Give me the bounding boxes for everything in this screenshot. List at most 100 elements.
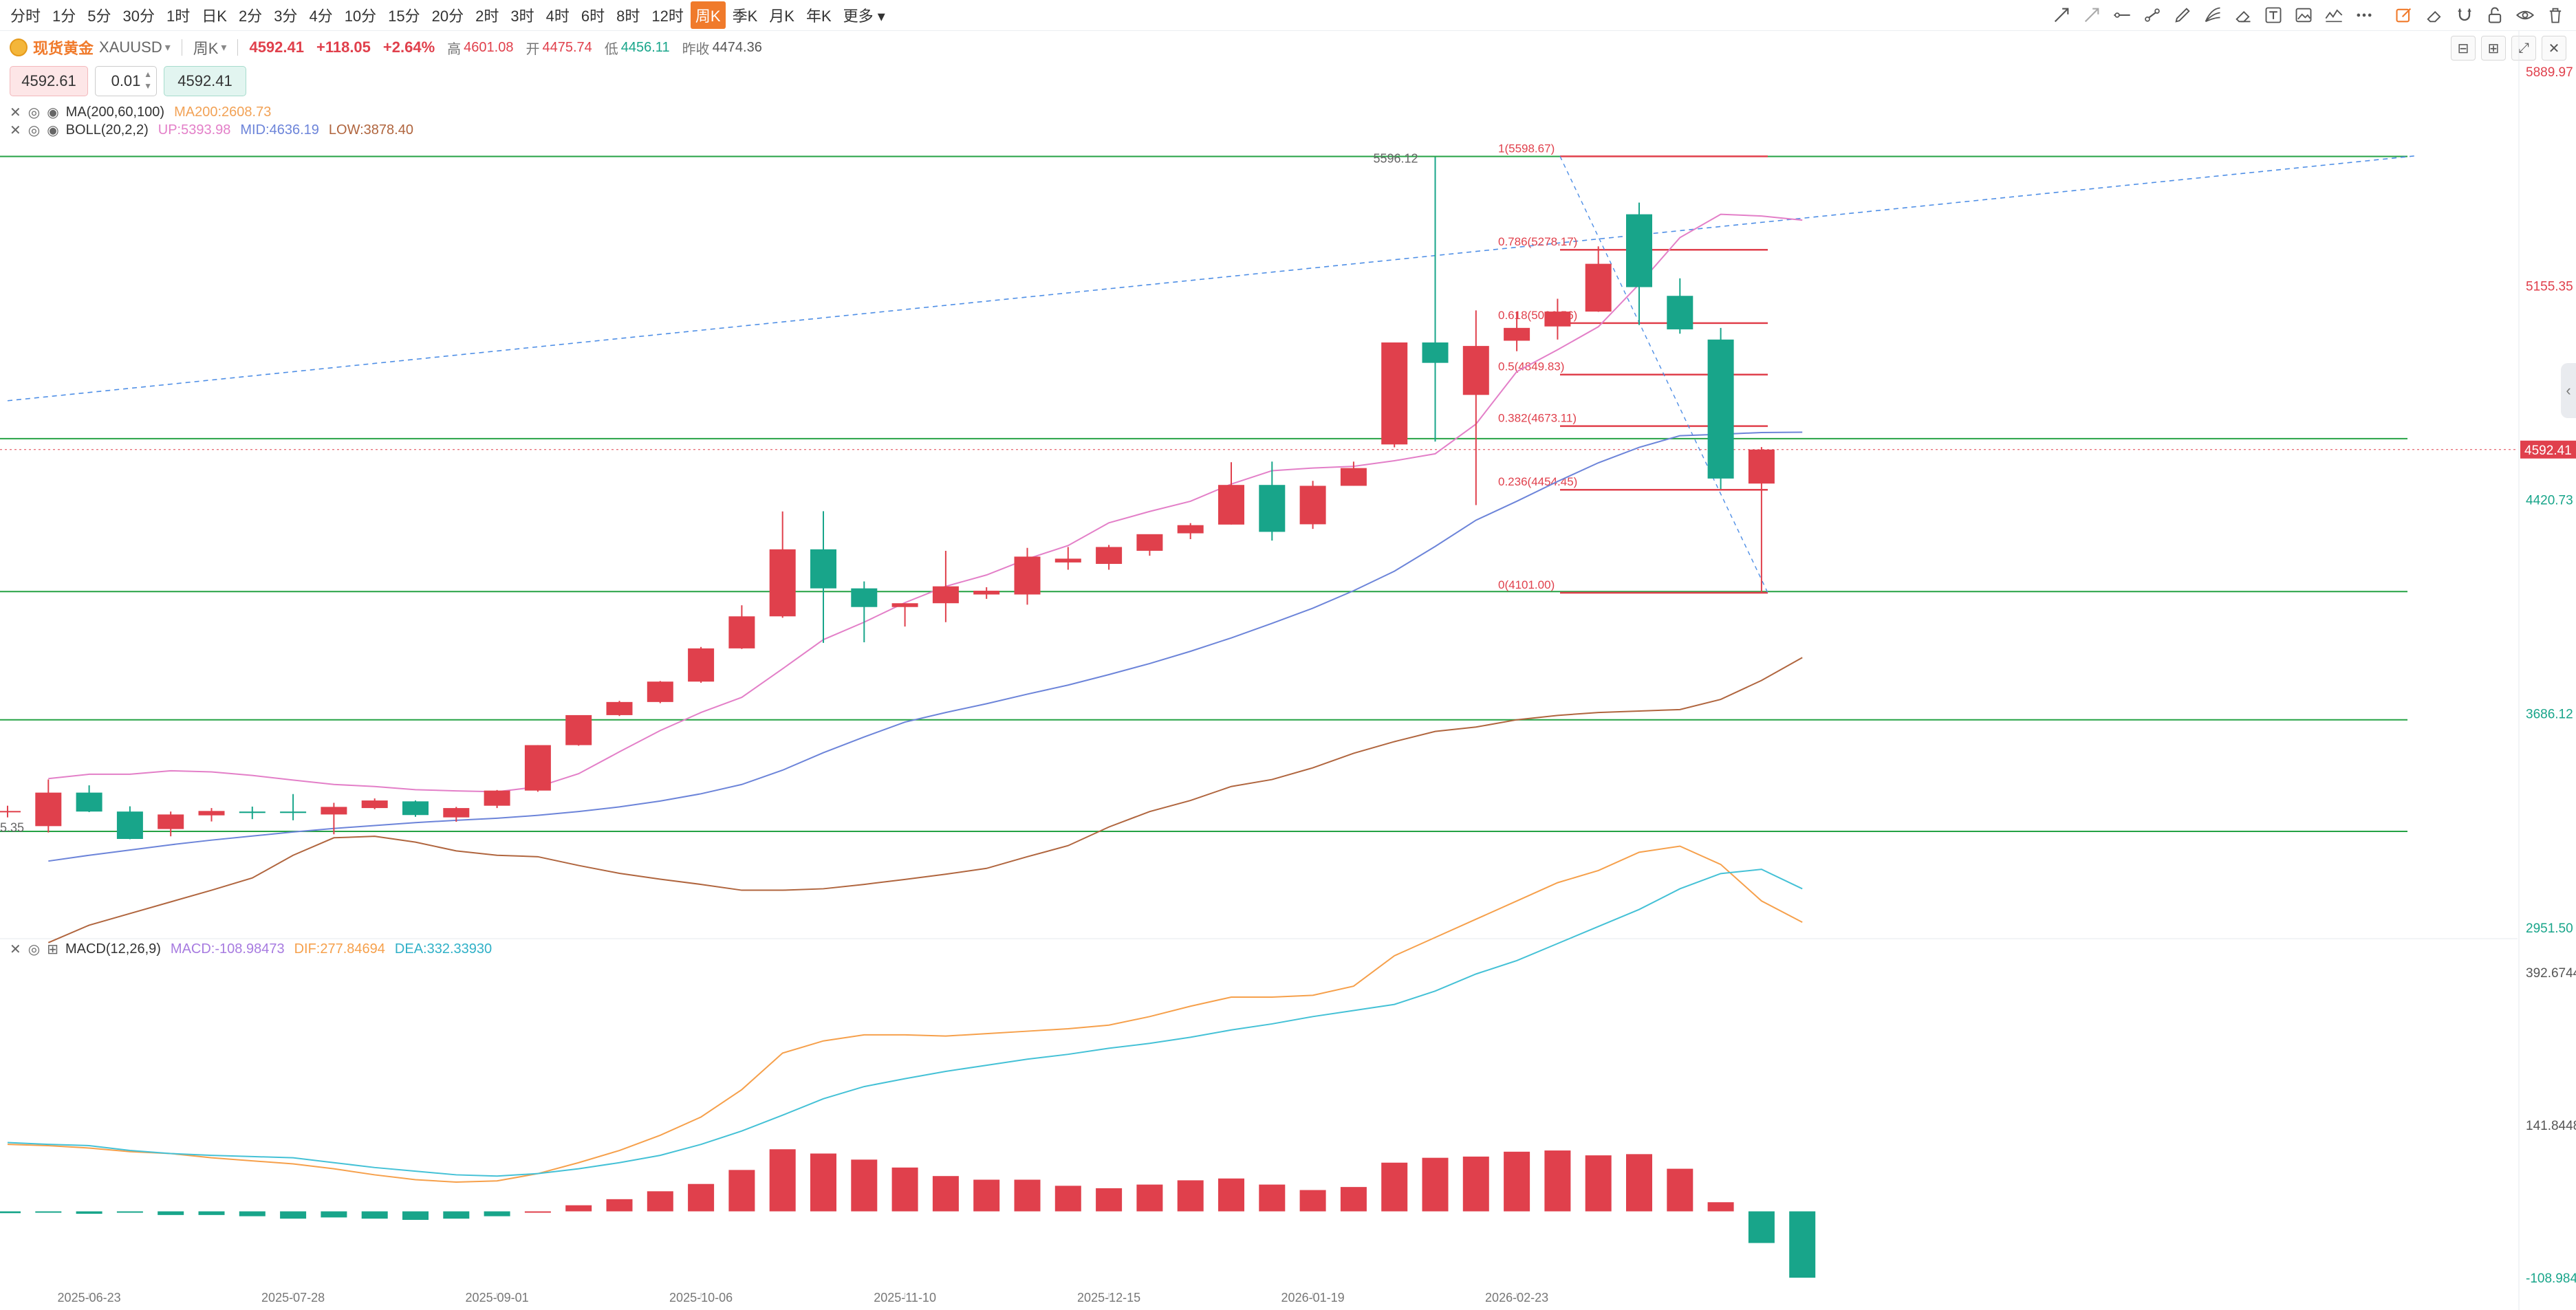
period-item[interactable]: 20分 xyxy=(431,8,464,25)
period-item[interactable]: 更多 ▾ xyxy=(843,8,885,25)
open-label: 开 xyxy=(526,41,540,57)
instrument-symbol[interactable]: XAUUSD xyxy=(99,39,162,56)
expand-icon[interactable]: ⊞ xyxy=(47,941,58,957)
quantity-stepper[interactable]: 0.01 ▲ ▼ xyxy=(95,66,157,96)
period-item[interactable]: 3时 xyxy=(510,8,534,25)
candle-body xyxy=(1707,339,1734,479)
fullscreen-icon[interactable]: ⤢ xyxy=(2511,36,2536,61)
period-item[interactable]: 12时 xyxy=(651,8,684,25)
boll-mid-line xyxy=(48,431,1803,862)
candle-body xyxy=(1748,449,1775,484)
macd-axis-tick: -108.98473 xyxy=(2526,1271,2576,1286)
candle-body xyxy=(1218,485,1244,525)
fib-level-label: 1(5598.67) xyxy=(1498,142,1555,155)
open-value: 4475.74 xyxy=(542,39,592,55)
magnet-icon[interactable] xyxy=(2451,1,2478,29)
period-selector: 分时 1分 5分 30分 1时 日K 2分 3分 4分 10分 15分 20分 2时 3时 4时 6时 8时 12… xyxy=(6,0,892,30)
price-axis-tick: 5155.35 xyxy=(2526,279,2573,294)
candle-body xyxy=(810,549,836,589)
candle-body xyxy=(484,790,510,806)
x-axis-date-label: 2026-01-19 xyxy=(1281,1291,1345,1304)
period-item[interactable]: 季K xyxy=(732,8,758,25)
period-item[interactable]: 30分 xyxy=(122,8,155,25)
sell-button[interactable]: 4592.61 xyxy=(10,66,88,96)
arrow-tool-icon[interactable] xyxy=(2078,1,2106,29)
horizontal-line-icon[interactable] xyxy=(2108,1,2136,29)
period-item[interactable]: 2时 xyxy=(475,8,499,25)
edit-drawing-icon[interactable] xyxy=(2390,1,2418,29)
macd-histogram-bar xyxy=(973,1179,1000,1212)
x-axis-date-label: 2025-11-10 xyxy=(874,1291,936,1304)
delete-icon[interactable] xyxy=(2542,1,2569,29)
pattern-tool-icon[interactable] xyxy=(2320,1,2348,29)
settings-icon[interactable]: ◎ xyxy=(28,105,41,120)
boll-mid-value: MID:4636.19 xyxy=(240,122,319,138)
left-price-label: 5.35 xyxy=(0,820,24,834)
period-item[interactable]: 1分 xyxy=(52,8,76,25)
fibonacci-icon[interactable] xyxy=(2199,1,2227,29)
current-price-tag xyxy=(2520,440,2576,459)
buy-button[interactable]: 4592.41 xyxy=(164,66,246,96)
stepper-arrows-icon[interactable]: ▲ ▼ xyxy=(144,69,152,91)
candle-body xyxy=(769,549,796,617)
close-icon[interactable]: ✕ xyxy=(10,122,21,138)
period-item[interactable]: 6时 xyxy=(581,8,605,25)
candle-body xyxy=(1585,263,1612,312)
quantity-value[interactable]: 0.01 xyxy=(111,72,141,89)
settings-icon[interactable]: ◎ xyxy=(28,941,41,957)
close-icon[interactable]: ✕ xyxy=(10,941,21,957)
period-item[interactable]: 2分 xyxy=(238,8,263,25)
pen-tool-icon[interactable] xyxy=(2169,1,2196,29)
period-item[interactable]: 1时 xyxy=(166,8,191,25)
clear-drawing-icon[interactable] xyxy=(2421,1,2448,29)
period-item[interactable]: 分时 xyxy=(10,8,41,25)
candle-body xyxy=(688,648,715,682)
current-price-tag-label: 4592.41 xyxy=(2524,444,2572,458)
period-item[interactable]: 5分 xyxy=(87,8,111,25)
trend-line-icon[interactable] xyxy=(2139,1,2166,29)
period-item[interactable]: 日K xyxy=(202,8,227,25)
macd-histogram-bar xyxy=(116,1211,143,1213)
candle-body xyxy=(116,811,143,839)
candle-body xyxy=(239,811,266,814)
lock-icon[interactable] xyxy=(2481,1,2509,29)
close-icon[interactable]: ✕ xyxy=(10,105,21,120)
candle-body xyxy=(35,792,62,827)
eye-icon[interactable]: ◉ xyxy=(47,122,59,138)
macd-histogram-bar xyxy=(1462,1156,1489,1212)
candle-body xyxy=(1136,534,1163,551)
x-axis-date-label: 2025-07-28 xyxy=(261,1291,325,1304)
candle-body xyxy=(1259,485,1286,532)
symbol-dropdown-icon[interactable]: ▾ xyxy=(164,42,171,54)
ray-tool-icon[interactable] xyxy=(2048,1,2075,29)
period-item[interactable]: 8时 xyxy=(616,8,640,25)
collapse-panel-icon[interactable]: ‹ xyxy=(2561,363,2576,418)
zoom-out-icon[interactable]: ⊟ xyxy=(2451,36,2476,61)
price-axis-tick: 5889.97 xyxy=(2526,65,2573,80)
period-item[interactable]: 4分 xyxy=(309,8,333,25)
eye-icon[interactable]: ◉ xyxy=(47,105,59,120)
text-tool-icon[interactable] xyxy=(2260,1,2287,29)
period-item[interactable]: 15分 xyxy=(388,8,420,25)
period-item[interactable]: 月K xyxy=(769,8,794,25)
period-item[interactable]: 周K xyxy=(690,1,726,29)
period-label[interactable]: 周K xyxy=(193,40,219,57)
close-chart-icon[interactable]: ✕ xyxy=(2542,36,2566,61)
instrument-name[interactable]: 现货黄金 xyxy=(33,40,94,57)
eraser-icon[interactable] xyxy=(2229,1,2257,29)
period-item[interactable]: 4时 xyxy=(545,8,570,25)
zoom-in-icon[interactable]: ⊞ xyxy=(2481,36,2506,61)
top-toolbar: 分时 1分 5分 30分 1时 日K 2分 3分 4分 10分 15分 20分 2时 3时 4时 6时 8时 12… xyxy=(0,0,2576,31)
settings-icon[interactable]: ◎ xyxy=(28,122,41,138)
period-item[interactable]: 3分 xyxy=(274,8,298,25)
eye-icon[interactable] xyxy=(2511,1,2539,29)
more-tools-icon[interactable] xyxy=(2350,1,2378,29)
candle-body xyxy=(280,811,307,814)
image-tool-icon[interactable] xyxy=(2290,1,2317,29)
candle-body xyxy=(0,811,21,813)
period-dropdown-icon[interactable]: ▾ xyxy=(221,42,227,54)
period-item[interactable]: 年K xyxy=(805,8,832,25)
boll-low-value: LOW:3878.40 xyxy=(328,122,413,138)
period-item[interactable]: 10分 xyxy=(344,8,377,25)
